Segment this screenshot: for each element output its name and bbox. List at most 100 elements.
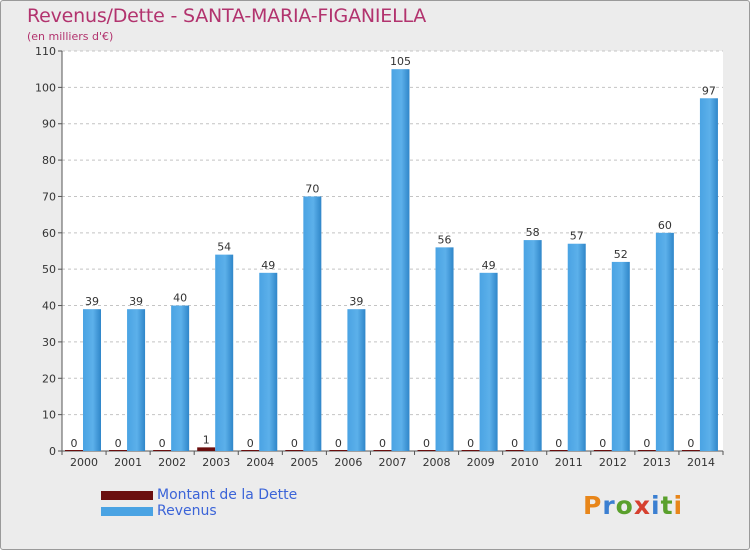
revenue-value-label: 49 [261, 259, 275, 272]
x-tick-label: 2008 [423, 456, 451, 469]
y-tick-label: 50 [42, 263, 56, 276]
x-tick-label: 2005 [290, 456, 318, 469]
revenue-value-label: 40 [173, 292, 187, 305]
y-tick-label: 110 [35, 45, 56, 58]
revenue-bar [347, 309, 366, 451]
y-tick-label: 70 [42, 190, 56, 203]
chart-subtitle: (en milliers d'€) [27, 30, 114, 43]
revenue-bar [567, 243, 586, 451]
debt-value-label: 0 [291, 437, 298, 450]
revenue-bar [655, 232, 674, 451]
debt-value-label: 0 [511, 437, 518, 450]
revenue-value-label: 39 [85, 295, 99, 308]
legend-swatch-revenus [101, 507, 153, 516]
revenue-value-label: 60 [658, 219, 672, 232]
debt-value-label: 0 [247, 437, 254, 450]
y-tick-label: 40 [42, 300, 56, 313]
debt-value-label: 1 [203, 433, 210, 446]
x-tick-label: 2002 [158, 456, 186, 469]
revenue-bar [83, 309, 101, 451]
revenue-value-label: 39 [129, 295, 143, 308]
x-tick-label: 2001 [114, 456, 142, 469]
y-tick-label: 90 [42, 118, 56, 131]
logo-letter: r [602, 491, 616, 520]
logo-letter: x [633, 491, 651, 520]
proxiti-logo: Proxiti [583, 491, 683, 520]
revenue-value-label: 57 [570, 230, 584, 243]
debt-value-label: 0 [643, 437, 650, 450]
x-tick-label: 2013 [643, 456, 671, 469]
y-tick-label: 80 [42, 154, 56, 167]
x-tick-label: 2010 [511, 456, 539, 469]
debt-value-label: 0 [423, 437, 430, 450]
logo-letter: P [583, 491, 603, 520]
chart-title: Revenus/Dette - SANTA-MARIA-FIGANIELLA [27, 5, 427, 27]
x-tick-label: 2012 [599, 456, 627, 469]
y-tick-label: 30 [42, 336, 56, 349]
revenue-bar [479, 272, 498, 451]
debt-bar [417, 450, 436, 451]
debt-bar [681, 450, 700, 451]
revenue-value-label: 105 [390, 55, 411, 68]
debt-bar [549, 450, 568, 451]
y-tick-label: 0 [49, 445, 56, 458]
revenue-bar [171, 305, 190, 451]
revenue-value-label: 97 [702, 84, 716, 97]
revenue-bar [523, 240, 542, 451]
debt-bar [505, 450, 524, 451]
x-tick-label: 2003 [202, 456, 230, 469]
logo-letter: i [651, 491, 661, 520]
legend-swatch-dette [101, 491, 153, 500]
x-tick-label: 2006 [334, 456, 362, 469]
revenue-value-label: 52 [614, 248, 628, 261]
y-tick-label: 60 [42, 227, 56, 240]
x-tick-label: 2000 [70, 456, 98, 469]
revenue-bar [259, 272, 278, 451]
debt-bar [65, 450, 83, 451]
x-tick-label: 2007 [379, 456, 407, 469]
debt-value-label: 0 [71, 437, 78, 450]
debt-value-label: 0 [467, 437, 474, 450]
debt-bar [153, 450, 172, 451]
debt-value-label: 0 [687, 437, 694, 450]
debt-bar [109, 450, 128, 451]
debt-value-label: 0 [159, 437, 166, 450]
y-tick-label: 20 [42, 372, 56, 385]
logo-letter: t [660, 491, 674, 520]
x-tick-label: 2009 [467, 456, 495, 469]
revenue-bar [215, 254, 234, 451]
legend-label-revenus: Revenus [157, 503, 217, 519]
debt-bar [593, 450, 612, 451]
logo-letter: i [673, 491, 684, 520]
debt-bar [461, 450, 480, 451]
revenue-value-label: 39 [349, 295, 363, 308]
revenue-value-label: 56 [438, 233, 452, 246]
x-tick-label: 2004 [246, 456, 274, 469]
debt-value-label: 0 [555, 437, 562, 450]
debt-bar [241, 450, 260, 451]
x-tick-label: 2014 [687, 456, 715, 469]
y-tick-label: 10 [42, 409, 56, 422]
revenue-bar [699, 98, 718, 451]
revenue-bar [303, 196, 322, 451]
revenue-value-label: 54 [217, 241, 231, 254]
debt-bar [329, 450, 348, 451]
debt-bar [373, 450, 392, 451]
revenue-value-label: 49 [482, 259, 496, 272]
y-tick-label: 100 [35, 81, 56, 94]
logo-letter: o [615, 491, 634, 520]
revenue-bar [391, 69, 410, 451]
legend-label-dette: Montant de la Dette [157, 487, 298, 503]
revenue-bar [435, 247, 454, 451]
revenue-value-label: 70 [305, 182, 319, 195]
debt-value-label: 0 [599, 437, 606, 450]
debt-value-label: 0 [335, 437, 342, 450]
debt-bar [197, 447, 216, 451]
debt-bar [285, 450, 304, 451]
revenue-bar [611, 261, 630, 451]
revenue-bar [127, 309, 146, 451]
debt-value-label: 0 [115, 437, 122, 450]
debt-bar [637, 450, 656, 451]
